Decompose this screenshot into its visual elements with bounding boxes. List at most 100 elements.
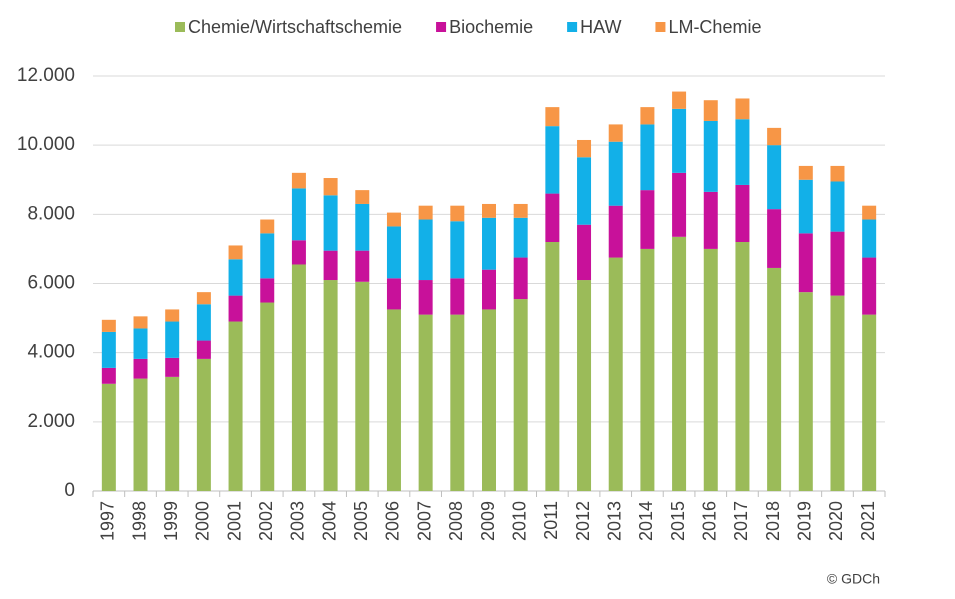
bar-segment [101,383,116,491]
bar-segment [323,195,338,251]
x-tick-label: 2006 [383,501,403,541]
bar-segment [703,120,718,192]
x-tick-label: 2015 [668,501,688,541]
bar-segment [323,250,338,281]
bar-segment [165,309,180,322]
bar-segment [323,178,338,196]
y-tick-label: 10.000 [17,134,75,155]
bar-segment [291,264,306,491]
bar-segment [386,309,401,491]
bar-segment [608,141,623,206]
bar-segment [418,314,433,491]
bar-segment [513,203,528,218]
bar-segment [703,248,718,491]
bar-segment [608,124,623,142]
bar-segment [196,340,211,359]
bar-segment [640,190,655,249]
x-tick-label: 2005 [351,501,371,541]
x-tick-label: 2002 [256,501,276,541]
bar-segment [767,145,782,210]
x-tick-label: 2019 [795,501,815,541]
bar-segment [482,217,496,270]
bar-segment [830,231,845,296]
bar-segment [862,219,877,258]
x-tick-label: 2016 [700,501,720,541]
bar-segment [133,378,148,491]
bar-segment [323,280,338,491]
bar-segment [577,157,592,225]
y-tick-label: 2.000 [27,411,75,432]
bar-segment [640,124,655,191]
bar-segment [482,269,496,310]
bar-segment [608,205,623,258]
bar-segment [101,331,116,368]
bar-segment [450,278,465,315]
bar-segment [545,107,560,127]
legend-marker [655,22,666,32]
bar-segment [798,165,813,180]
bar-segment [577,139,592,158]
bar-segment [672,236,687,491]
legend-label: HAW [580,17,621,37]
bar-segment [830,295,845,491]
bar-segment [672,91,687,109]
bar-segment [355,281,370,491]
bar-segment [767,127,782,146]
bar-segment [291,188,306,241]
bar-segment [355,250,370,282]
x-tick-label: 1997 [98,501,118,541]
bar-segment [513,217,528,258]
legend-label: LM-Chemie [668,17,761,37]
bar-segment [228,295,243,322]
bar-segment [862,205,877,220]
bar-segment [672,108,687,173]
bar-segment [735,98,750,120]
bar-segment [165,357,180,377]
bar-segment [386,212,401,227]
legend-label: Chemie/Wirtschaftschemie [188,17,402,37]
y-tick-label: 8.000 [27,203,75,224]
x-tick-label: 2014 [636,501,656,541]
bar-segment [545,126,560,194]
bar-segment [513,299,528,491]
bar-segment [577,224,592,281]
bar-segment [228,245,243,260]
legend-marker [175,22,185,32]
bar-segment [640,248,655,491]
bar-segment [450,314,465,491]
bar-segment [291,172,306,189]
bar-segment [862,314,877,491]
bar-segment [291,240,306,265]
bar-segment [482,309,496,491]
bar-segment [735,242,750,491]
bar-segment [133,358,148,379]
bar-segment [260,278,275,303]
x-tick-label: 1998 [129,501,149,541]
bar-segment [355,203,370,251]
legend-label: Biochemie [449,17,533,37]
bar-segment [133,316,148,329]
x-tick-label: 2013 [604,501,624,541]
x-tick-label: 2009 [478,501,498,541]
bar-segment [196,292,211,305]
bar-segment [418,205,433,220]
legend-marker [567,22,578,32]
x-tick-label: 2017 [731,501,751,541]
y-tick-label: 0 [64,480,75,501]
bar-segment [133,328,148,359]
bar-segment [545,242,560,491]
x-tick-label: 2011 [541,501,561,540]
x-tick-label: 2018 [763,501,783,541]
bar-segment [260,233,275,279]
y-tick-label: 4.000 [27,342,75,363]
bar-segment [798,233,813,293]
bar-segment [735,184,750,242]
bar-segment [260,219,275,234]
bar-segment [386,226,401,279]
bar-segment [418,280,433,315]
bar-segment [735,119,750,185]
bar-segment [450,221,465,279]
x-tick-label: 2004 [319,501,339,541]
bar-segment [260,302,275,491]
